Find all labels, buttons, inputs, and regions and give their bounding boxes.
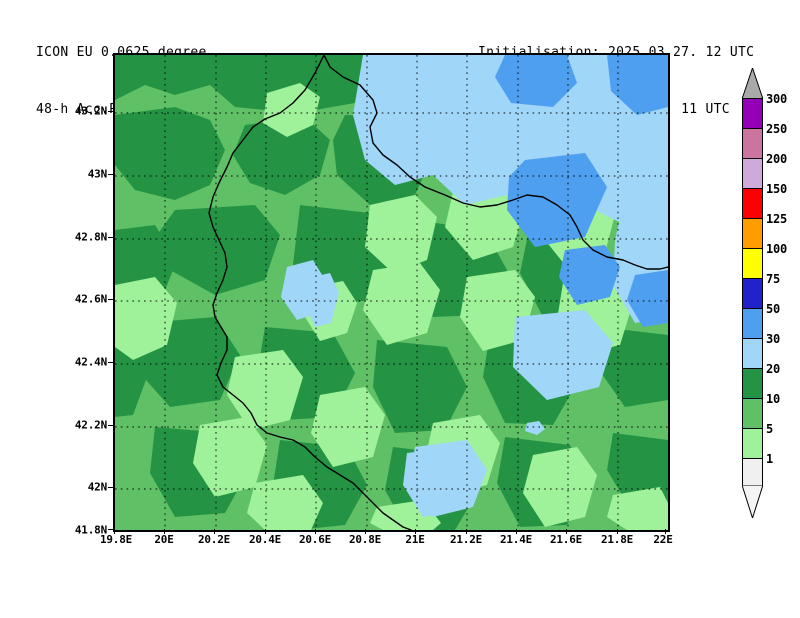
- colorbar-tick-label: 300: [766, 92, 788, 106]
- colorbar-segment-1: [743, 459, 762, 485]
- colorbar-tick-label: 5: [766, 422, 774, 436]
- colorbar-tick-label: 50: [766, 302, 781, 316]
- colorbar-segment-5: [743, 429, 762, 459]
- colorbar-tick-label: 125: [766, 212, 788, 226]
- x-tick-label: 21.6E: [549, 533, 583, 546]
- x-tick-label: 20.4E: [248, 533, 282, 546]
- colorbar-segment-10: [743, 399, 762, 429]
- colorbar-tick-label: 250: [766, 122, 788, 136]
- x-tick-label: 21.2E: [449, 533, 483, 546]
- y-tick-label: 42.2N: [74, 418, 107, 432]
- colorbar-underflow-arrow: [742, 485, 763, 518]
- map-plot-area[interactable]: [113, 53, 670, 532]
- y-tick-label: 43N: [87, 167, 107, 181]
- colorbar-tick-label: 10: [766, 392, 781, 406]
- colorbar-segment-20: [743, 369, 762, 399]
- y-tick-label: 42.8N: [74, 230, 107, 244]
- x-tick-label: 22E: [653, 533, 673, 546]
- y-tick-label: 42.6N: [74, 292, 107, 306]
- x-tick-label: 21.4E: [499, 533, 533, 546]
- x-tick-label: 20.2E: [197, 533, 231, 546]
- x-tick-label: 20.6E: [298, 533, 332, 546]
- y-tick-label: 42.4N: [74, 355, 107, 369]
- colorbar-segment-300: [743, 99, 762, 129]
- colorbar-tick-label: 100: [766, 242, 788, 256]
- colorbar-segment-250: [743, 129, 762, 159]
- x-tick-label: 20E: [154, 533, 174, 546]
- precipitation-field: [115, 55, 668, 530]
- colorbar-tick-label: 150: [766, 182, 788, 196]
- colorbar-tick-label: 20: [766, 362, 781, 376]
- x-tick-label: 21.8E: [600, 533, 634, 546]
- colorbar-tick-label: 1: [766, 452, 774, 466]
- x-tick-label: 19.8E: [99, 533, 133, 546]
- y-tick-label: 43.2N: [74, 104, 107, 118]
- colorbar-segment-30: [743, 339, 762, 369]
- x-tick-label: 21E: [405, 533, 425, 546]
- x-tick-label: 20.8E: [348, 533, 382, 546]
- y-axis-labels: 43.2N 43N 42.8N 42.6N 42.4N 42.2N 42N 41…: [0, 0, 107, 618]
- colorbar-segment-150: [743, 189, 762, 219]
- colorbar-segment-125: [743, 219, 762, 249]
- colorbar-tick-label: 200: [766, 152, 788, 166]
- colorbar[interactable]: [742, 98, 763, 486]
- y-tick-label: 41.8N: [74, 523, 107, 537]
- colorbar-segment-75: [743, 279, 762, 309]
- colorbar-overflow-arrow: [742, 68, 763, 99]
- x-axis-labels: 19.8E 20E 20.2E 20.4E 20.6E 20.8E 21E 21…: [0, 533, 800, 553]
- colorbar-tick-label: 75: [766, 272, 781, 286]
- colorbar-segment-200: [743, 159, 762, 189]
- colorbar-segment-100: [743, 249, 762, 279]
- colorbar-tick-label: 30: [766, 332, 781, 346]
- y-tick-label: 42N: [87, 480, 107, 494]
- colorbar-segment-50: [743, 309, 762, 339]
